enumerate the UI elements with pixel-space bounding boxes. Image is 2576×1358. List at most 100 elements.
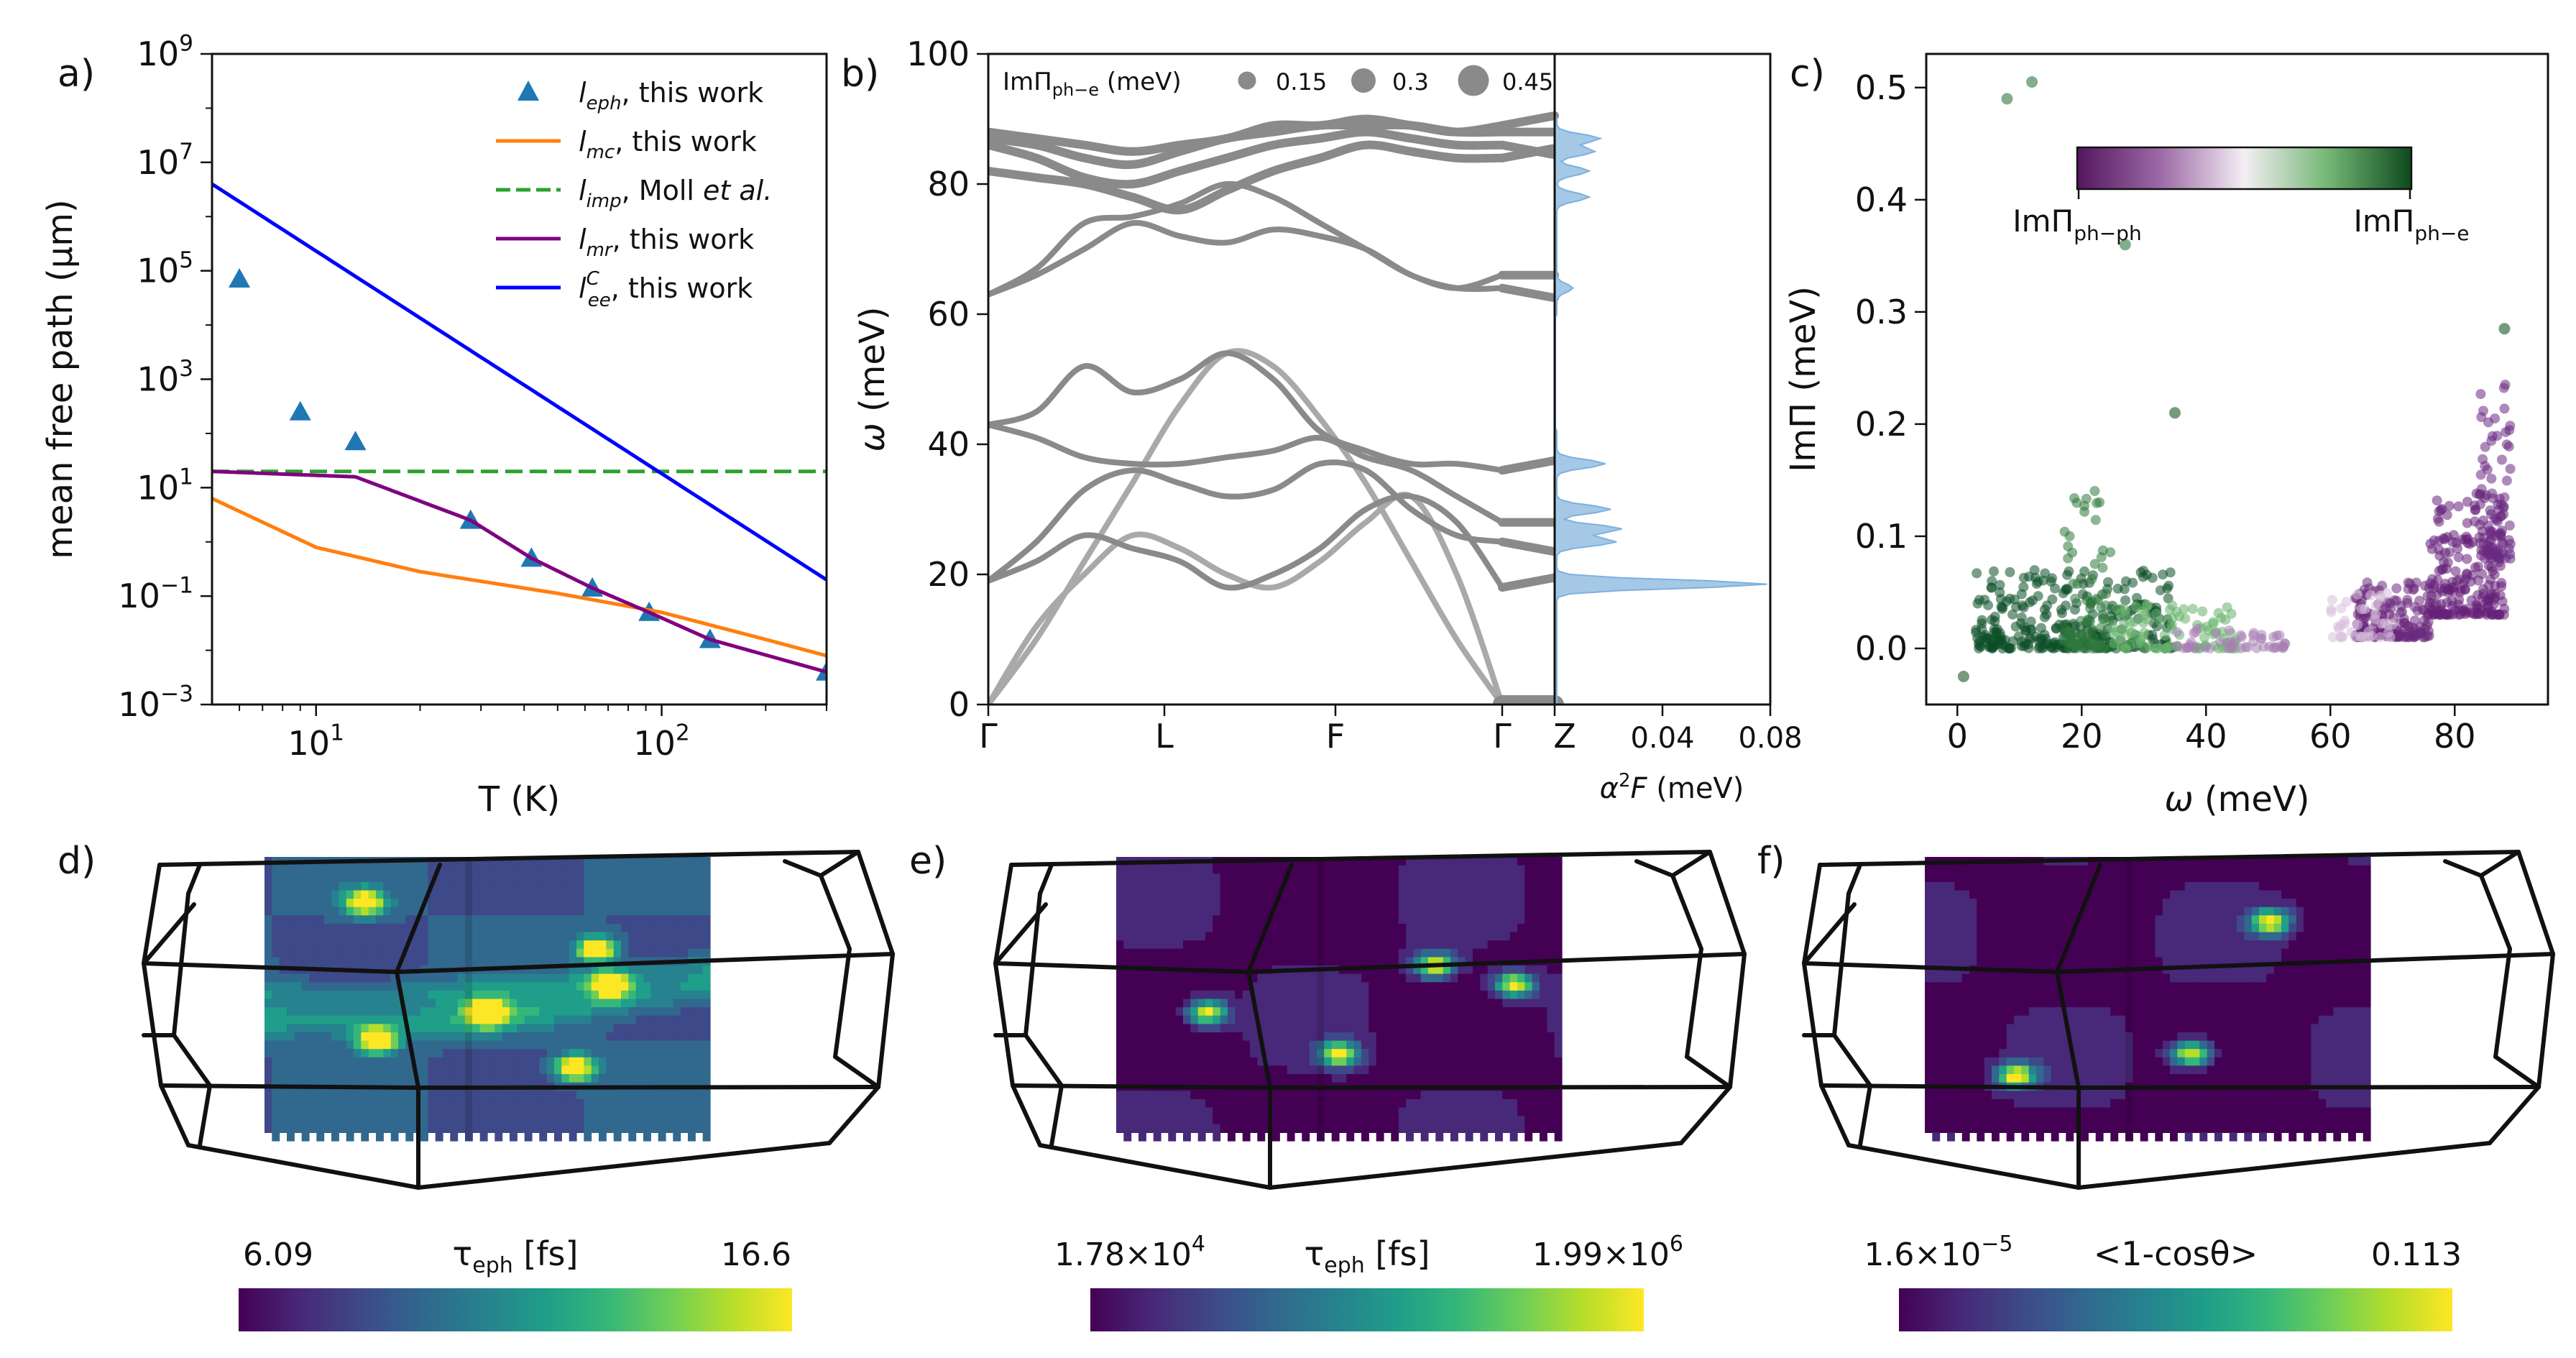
heatmap-cell [390,1116,399,1125]
heatmap-cell [398,1098,406,1109]
heatmap-cell [1361,1098,1369,1109]
heatmap-cell [1235,915,1243,925]
bz-edge [172,1033,212,1088]
heatmap-cell [539,915,548,925]
heatmap-cell [398,1107,406,1116]
heatmap-cell [1361,873,1369,883]
heatmap-cell [1205,1049,1213,1058]
heatmap-cell [1153,923,1162,933]
heatmap-cell [1264,1049,1273,1058]
heatmap-cell [435,881,443,891]
heatmap-cell [1190,1098,1199,1109]
heatmap-cell [272,1057,280,1066]
heatmap-cell [658,857,666,866]
heatmap-cell [1465,1024,1473,1033]
heatmap-cell [1220,973,1228,983]
heatmap-cell [591,873,599,883]
heatmap-cell [1279,1024,1288,1033]
heatmap-cell [1517,982,1525,991]
heatmap-cell [346,1107,354,1116]
heatmap-cell [546,1124,555,1133]
heatmap-cell [1428,915,1436,925]
heatmap-cell [1398,1040,1407,1050]
heatmap-cell [1175,1065,1184,1075]
heatmap-cell [413,957,421,966]
heatmap-cell [1317,957,1325,966]
heatmap-cell [546,1074,555,1083]
heatmap-cell [695,1107,704,1116]
heatmap-cell [1398,1091,1407,1100]
heatmap-cell [1509,915,1518,925]
heatmap-cell [1228,907,1236,916]
heatmap-cell [1116,915,1124,925]
heatmap-cell [398,1116,406,1125]
heatmap-cell [1183,881,1191,891]
heatmap-cell [465,1107,473,1116]
heatmap-cell [1309,915,1317,925]
scatter-point [2486,530,2497,541]
heatmap-cell [450,957,459,966]
heatmap-cell [390,899,399,908]
heatmap-cell [628,923,637,933]
heatmap-cell [1309,1057,1317,1066]
heatmap-cell [546,923,555,933]
heatmap-cell [1205,1057,1213,1066]
heatmap-cell [376,1132,384,1142]
heatmap-cell [576,1091,584,1100]
heatmap-cell [576,1015,584,1024]
heatmap-cell [502,999,510,1008]
heatmap-cell [650,999,659,1008]
heatmap-cell [346,973,354,983]
heatmap-cell [1435,999,1444,1008]
heatmap-cell [1146,982,1154,991]
heatmap-cell [502,1065,510,1075]
heatmap-cell [561,923,570,933]
heatmap-cell [1161,1015,1169,1024]
heatmap-cell [1458,948,1466,958]
scatter-point [1986,582,1997,593]
heatmap-cell [1368,1091,1377,1100]
heatmap-cell [561,982,570,991]
heatmap-cell [1398,957,1407,966]
heatmap-cell [1242,990,1251,1000]
heatmap-cell [1264,982,1273,991]
heatmap-cell [1368,1049,1377,1058]
heatmap-cell [1168,865,1177,874]
heatmap-cell [1480,940,1489,950]
heatmap-cell [1131,973,1139,983]
heatmap-cell [606,857,615,866]
heatmap-cell [479,999,488,1008]
heatmap-cell [1235,1040,1243,1050]
heatmap-cell [339,982,347,991]
heatmap-cell [1123,940,1132,950]
heatmap-cell [465,990,473,1000]
heatmap-cell [1324,1040,1333,1050]
heatmap-cell [1398,899,1407,908]
heatmap-cell [1480,915,1489,925]
heatmap-cell [599,957,607,966]
heatmap-cell [1228,999,1236,1008]
heatmap-cell [599,1091,607,1100]
heatmap-cell [1420,857,1429,866]
heatmap-cell [339,1032,347,1042]
colorbar-min-label: 6.09 [243,1237,313,1273]
scatter-point [2495,590,2506,601]
heatmap-cell [1339,957,1347,966]
heatmap-cell [569,1065,577,1075]
heatmap-cell [1406,999,1414,1008]
heatmap-cell [479,1065,488,1075]
scatter-point [2158,569,2168,580]
heatmap-cell [1502,932,1511,941]
heatmap-cell [502,1074,510,1083]
heatmap-cell [361,899,369,908]
heatmap-cell [1294,907,1302,916]
heatmap-cell [1175,1091,1184,1100]
heatmap-cell [688,1057,696,1066]
panel-label-d: d) [58,840,96,883]
data-point-l_eph [229,267,251,288]
heatmap-cell [1540,1057,1547,1066]
heatmap-cell [539,1065,548,1075]
heatmap-cell [1540,899,1547,908]
heatmap-cell [494,1015,503,1024]
heatmap-cell [487,1124,495,1133]
